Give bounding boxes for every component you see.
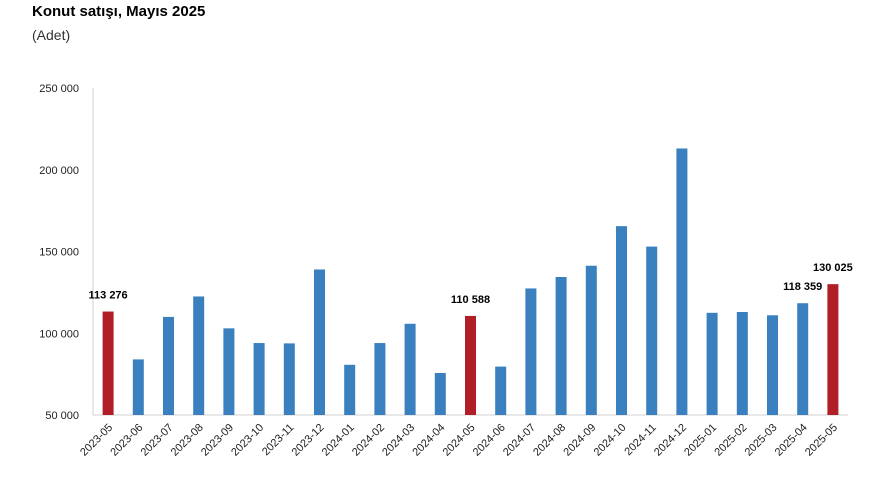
bar-2024-10 xyxy=(616,226,627,415)
bar-2025-03 xyxy=(767,315,778,415)
data-label: 110 588 xyxy=(451,294,490,306)
x-tick-label: 2024-02 xyxy=(350,422,387,459)
y-tick-label: 250 000 xyxy=(39,83,79,95)
x-tick-label: 2023-09 xyxy=(199,422,236,459)
x-tick-label: 2023-07 xyxy=(139,422,176,459)
x-tick-label: 2023-12 xyxy=(290,422,327,459)
chart-subtitle: (Adet) xyxy=(32,27,71,43)
x-tick-label: 2024-12 xyxy=(652,422,689,459)
chart-title: Konut satışı, Mayıs 2025 xyxy=(32,3,206,20)
x-tick-label: 2023-08 xyxy=(169,422,206,459)
bar-2024-06 xyxy=(495,366,507,415)
y-tick-label: 200 000 xyxy=(39,165,79,177)
x-tick-label: 2025-04 xyxy=(773,422,810,459)
bar-2024-02 xyxy=(374,343,386,415)
bar-2023-07 xyxy=(163,316,174,415)
data-label: 113 276 xyxy=(89,290,128,302)
bar-2023-12 xyxy=(314,269,325,415)
data-label: 118 359 xyxy=(783,281,822,293)
bar-2024-03 xyxy=(404,323,416,415)
bar-2025-05 xyxy=(827,284,839,415)
x-tick-label: 2024-04 xyxy=(410,422,447,459)
bar-2024-01 xyxy=(344,364,356,415)
x-tick-label: 2024-03 xyxy=(380,422,417,459)
y-tick-label: 100 000 xyxy=(39,328,79,340)
bar-2024-08 xyxy=(555,277,567,415)
x-tick-label: 2023-10 xyxy=(229,422,266,459)
bar-2024-09 xyxy=(585,265,597,415)
x-tick-label: 2025-01 xyxy=(682,422,719,459)
bar-2025-01 xyxy=(706,312,718,415)
y-tick-label: 150 000 xyxy=(39,247,79,259)
bar-2024-04 xyxy=(434,372,446,415)
bar-2023-08 xyxy=(193,296,205,415)
bar-2023-11 xyxy=(283,343,295,415)
y-tick-label: 50 000 xyxy=(45,410,79,422)
bar-2023-09 xyxy=(223,328,235,415)
bar-2023-06 xyxy=(132,359,144,415)
x-tick-label: 2024-09 xyxy=(561,422,598,459)
x-tick-label: 2025-03 xyxy=(743,422,780,459)
x-tick-label: 2023-05 xyxy=(78,422,115,459)
bar-2024-11 xyxy=(646,246,658,415)
data-label: 130 025 xyxy=(813,262,853,274)
bar-2023-05 xyxy=(102,311,114,415)
bar-2024-12 xyxy=(676,148,688,415)
x-tick-label: 2025-02 xyxy=(712,422,749,459)
x-tick-label: 2024-07 xyxy=(501,422,538,459)
bar-2023-10 xyxy=(253,343,265,415)
bar-2024-05 xyxy=(465,315,476,415)
bar-2025-04 xyxy=(797,303,809,415)
x-tick-label: 2024-10 xyxy=(592,422,629,459)
x-tick-label: 2024-06 xyxy=(471,422,508,459)
x-tick-label: 2023-06 xyxy=(108,422,145,459)
bar-2025-02 xyxy=(736,311,748,415)
x-tick-label: 2024-01 xyxy=(320,422,357,459)
x-tick-label: 2024-08 xyxy=(531,422,568,459)
x-tick-label: 2024-05 xyxy=(441,422,478,459)
x-tick-label: 2025-05 xyxy=(803,422,840,459)
bar-2024-07 xyxy=(525,288,537,415)
